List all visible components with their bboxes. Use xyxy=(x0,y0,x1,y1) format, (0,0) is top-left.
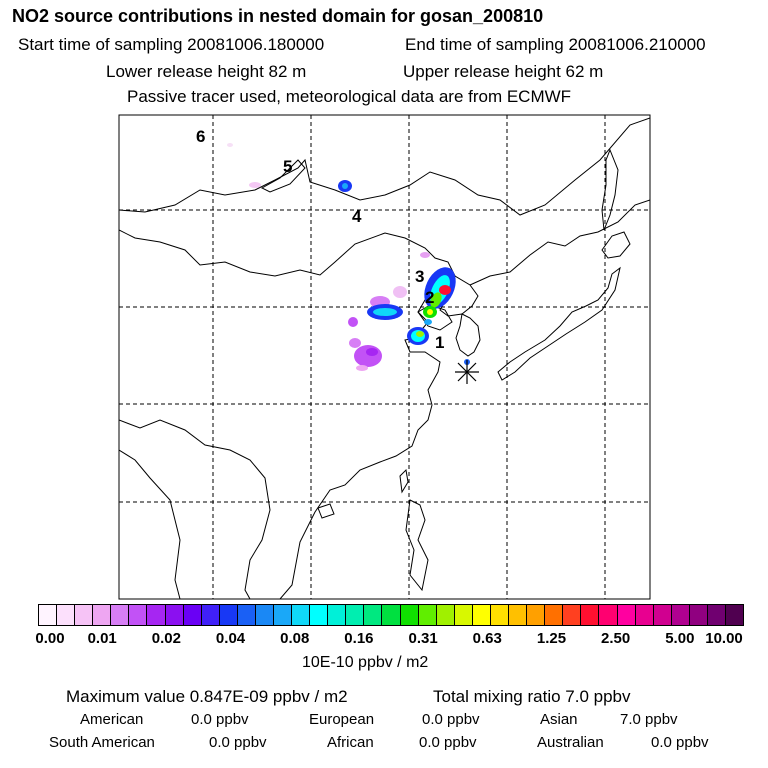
european-value: 0.0 ppbv xyxy=(422,711,480,728)
south-american-label: South American xyxy=(49,734,155,751)
colorbar-segment xyxy=(219,605,238,625)
lower-release-height: Lower release height 82 m xyxy=(106,62,307,81)
colorbar-segment xyxy=(490,605,510,625)
coastlines xyxy=(119,117,650,599)
colorbar-segment xyxy=(310,605,329,625)
colorbar-segment xyxy=(292,605,311,625)
colorbar-segment xyxy=(165,605,184,625)
african-value: 0.0 ppbv xyxy=(419,734,477,751)
asian-label: Asian xyxy=(540,711,578,728)
colorbar-tick-label: 0.01 xyxy=(87,630,117,647)
colorbar-tick-label: 2.50 xyxy=(601,630,631,647)
colorbar-tick-label: 1.25 xyxy=(536,630,567,647)
colorbar-segment xyxy=(454,605,473,625)
colorbar-segment xyxy=(129,605,148,625)
map-frame xyxy=(118,114,651,600)
colorbar-tick-label: 10.00 xyxy=(705,630,743,647)
colorbar-segment xyxy=(364,605,383,625)
colorbar-tick-label: 0.31 xyxy=(408,630,438,647)
end-time: End time of sampling 20081006.210000 xyxy=(405,35,706,54)
tracer-note: Passive tracer used, meteorological data… xyxy=(127,87,572,106)
colorbar-segment xyxy=(472,605,491,625)
colorbar-segment xyxy=(382,605,401,625)
max-value: Maximum value 0.847E-09 ppbv / m2 xyxy=(66,687,348,706)
colorbar-segment xyxy=(57,605,76,625)
map-grid xyxy=(119,115,650,599)
source-label-1: 1 xyxy=(435,333,444,352)
colorbar-segment xyxy=(255,605,275,625)
colorbar-segment xyxy=(545,605,564,625)
plume-field xyxy=(227,143,470,371)
plot-title: NO2 source contributions in nested domai… xyxy=(12,6,544,26)
colorbar-segment xyxy=(581,605,600,625)
colorbar-tick-label: 0.63 xyxy=(472,630,502,647)
colorbar-segment xyxy=(671,605,690,625)
colorbar-segment xyxy=(707,605,726,625)
colorbar-segment xyxy=(635,605,654,625)
colorbar-tick-label: 0.04 xyxy=(215,630,246,647)
african-label: African xyxy=(327,734,374,751)
colorbar-tick-label: 5.00 xyxy=(665,630,695,647)
colorbar-segment xyxy=(725,605,744,625)
receptor-star-icon xyxy=(455,360,479,384)
colorbar-segment xyxy=(183,605,202,625)
colorbar-segment xyxy=(400,605,419,625)
colorbar-segment xyxy=(147,605,166,625)
colorbar-segment xyxy=(346,605,365,625)
american-label: American xyxy=(80,711,144,728)
european-label: European xyxy=(309,711,375,728)
colorbar-segment xyxy=(689,605,708,625)
colorbar-tick-label: 0.08 xyxy=(280,630,310,647)
source-label-3: 3 xyxy=(415,267,424,286)
upper-release-height: Upper release height 62 m xyxy=(403,62,604,81)
source-label-5: 5 xyxy=(283,157,292,176)
south-american-value: 0.0 ppbv xyxy=(209,734,267,751)
colorbar-segment xyxy=(201,605,220,625)
colorbar-segment xyxy=(653,605,672,625)
source-label-2: 2 xyxy=(425,288,434,307)
colorbar-segment xyxy=(75,605,94,625)
source-label-6: 6 xyxy=(196,127,205,146)
colorbar-tick-label: 0.16 xyxy=(344,630,374,647)
colorbar-tick-label: 0.02 xyxy=(151,630,181,647)
australian-value: 0.0 ppbv xyxy=(651,734,709,751)
total-mixing-ratio: Total mixing ratio 7.0 ppbv xyxy=(433,687,631,706)
colorbar-segment xyxy=(93,605,112,625)
colorbar-segment xyxy=(328,605,347,625)
colorbar-segment xyxy=(527,605,546,625)
australian-label: Australian xyxy=(537,734,604,751)
source-label-4: 4 xyxy=(352,207,362,226)
colorbar-segment xyxy=(418,605,437,625)
colorbar-segment xyxy=(617,605,636,625)
colorbar-units: 10E-10 ppbv / m2 xyxy=(302,654,429,671)
start-time: Start time of sampling 20081006.180000 xyxy=(18,35,325,54)
american-value: 0.0 ppbv xyxy=(191,711,249,728)
colorbar-segment xyxy=(274,605,293,625)
colorbar-segment xyxy=(39,605,58,625)
colorbar-segment xyxy=(237,605,256,625)
colorbar-segment xyxy=(599,605,618,625)
colorbar-segment xyxy=(563,605,582,625)
colorbar-segment xyxy=(111,605,130,625)
asian-value: 7.0 ppbv xyxy=(620,711,678,728)
colorbar-segment xyxy=(436,605,455,625)
colorbar-tick-label: 0.00 xyxy=(35,630,65,647)
colorbar xyxy=(38,604,744,626)
colorbar-segment xyxy=(509,605,528,625)
